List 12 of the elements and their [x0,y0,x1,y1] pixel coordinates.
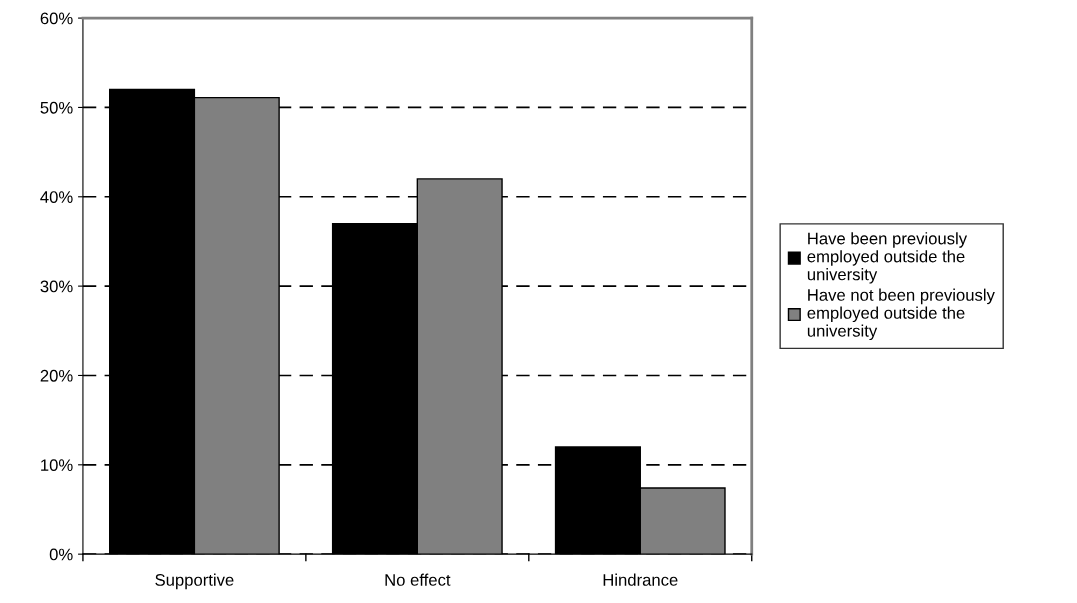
y-tick-label: 60% [40,12,73,25]
x-tick-label: Hindrance [603,573,678,586]
legend-label: Have not been previously employed outside the university [807,288,995,341]
y-tick-label: 50% [40,101,73,114]
y-tick-label: 40% [40,191,73,203]
x-tick-label: No effect [385,573,451,586]
x-tick-label: Supportive [155,573,234,590]
y-tick-label: 20% [40,369,73,382]
y-tick-label: 30% [40,280,73,293]
y-tick-label: 10% [41,459,73,472]
y-tick-label: 0% [49,548,73,561]
legend-label: Have been previously employed outside the university [807,232,968,284]
